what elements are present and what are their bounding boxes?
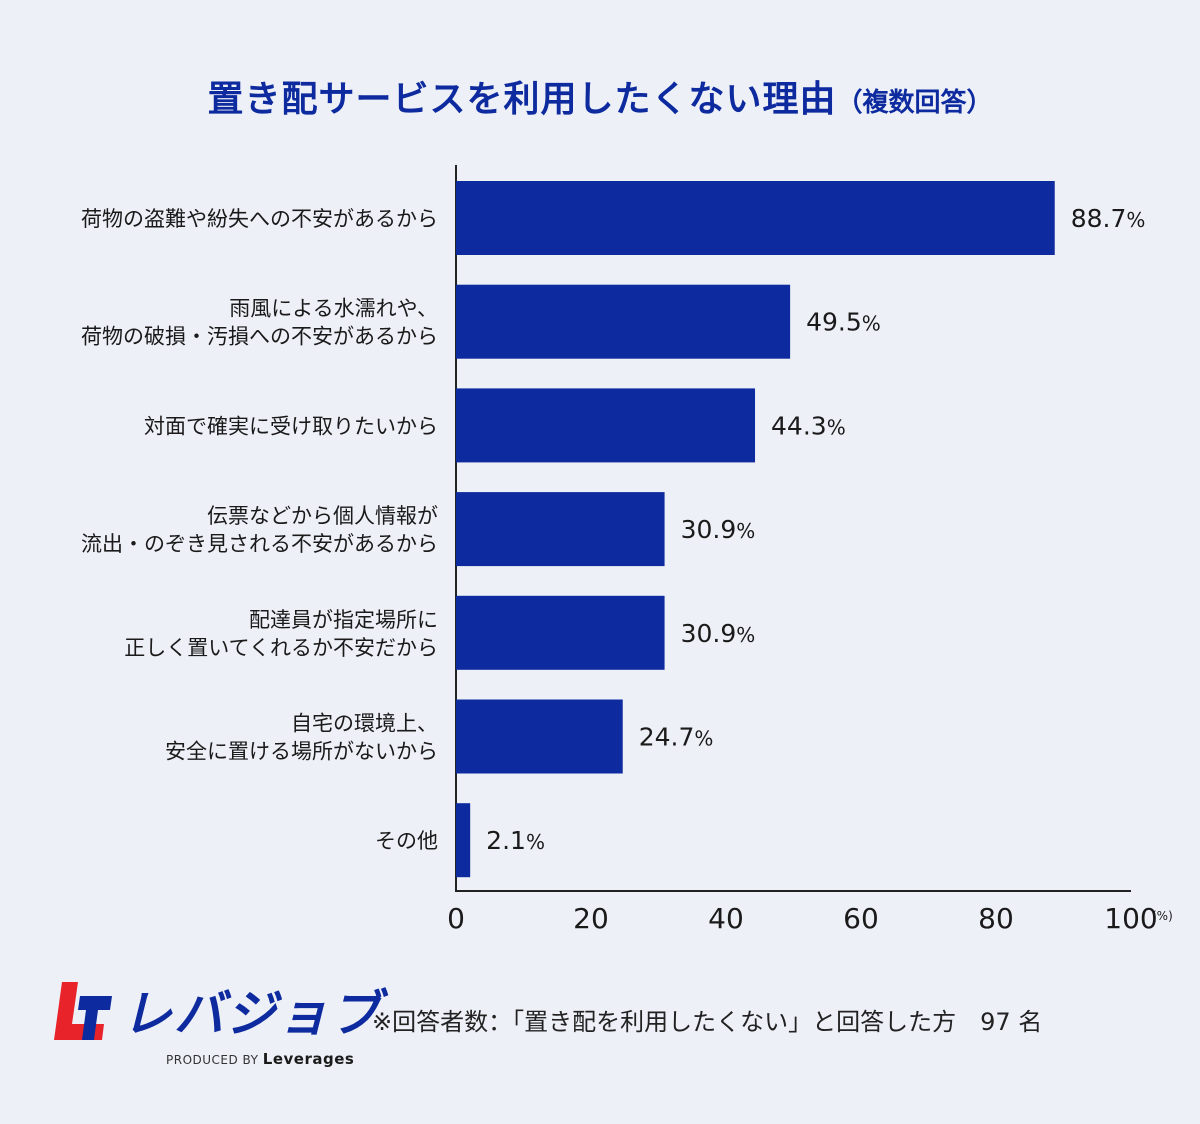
x-tick-label: 0	[447, 902, 465, 935]
x-tick-label: 60	[843, 902, 879, 935]
category-label: 配達員が指定場所に正しく置いてくれるか不安だから	[124, 608, 438, 660]
category-label: 伝票などから個人情報が流出・のぞき見される不安があるから	[81, 504, 438, 556]
chart-title: 置き配サービスを利用したくない理由（複数回答）	[0, 70, 1200, 122]
category-label: その他	[375, 829, 438, 853]
logo-text: レバジョブ	[122, 985, 382, 1043]
x-tick-label: 100	[1104, 902, 1157, 935]
x-axis-unit: (%)	[1152, 909, 1173, 923]
chart-title-main: 置き配サービスを利用したくない理由	[207, 79, 837, 120]
category-label: 自宅の環境上、安全に置ける場所がないから	[165, 712, 438, 764]
value-label: 49.5%	[806, 308, 881, 337]
logo-produced-label: PRODUCED BY	[166, 1053, 259, 1067]
logo-brand: Leverages	[262, 1050, 355, 1068]
value-label: 44.3%	[771, 411, 846, 440]
logo-mark-icon	[54, 982, 112, 1040]
bar	[456, 284, 791, 359]
value-label: 30.9%	[681, 619, 756, 648]
footer: レバジョブ PRODUCED BY Leverages ※回答者数：「置き配を利…	[0, 960, 1200, 1080]
bar-chart: 88.7% 荷物の盗難や紛失への不安があるから 49.5% 雨風による水濡れや、荷物の…	[81, 165, 1173, 935]
chart-title-sub: （複数回答）	[836, 88, 993, 118]
value-label: 30.9%	[681, 515, 756, 544]
category-label: 荷物の盗難や紛失への不安があるから	[81, 207, 438, 231]
value-label: 88.7%	[1071, 204, 1146, 233]
x-tick-label: 20	[573, 902, 609, 935]
bar	[456, 492, 665, 567]
bar	[456, 388, 756, 463]
x-tick-label: 80	[978, 902, 1014, 935]
levajob-logo: レバジョブ PRODUCED BY Leverages	[52, 968, 380, 1068]
respondent-note: ※回答者数：「置き配を利用したくない」と回答した方 97 名	[372, 1008, 1043, 1036]
value-label: 2.1%	[486, 826, 545, 855]
bar	[456, 699, 623, 774]
bar	[456, 803, 471, 878]
category-label: 対面で確実に受け取りたいから	[144, 414, 438, 438]
category-label: 雨風による水濡れや、荷物の破損・汚損への不安があるから	[81, 297, 438, 349]
x-tick-label: 40	[708, 902, 744, 935]
bar	[456, 595, 665, 670]
logo-produced-by: PRODUCED BY Leverages	[166, 1050, 354, 1068]
bar	[456, 181, 1055, 255]
value-label: 24.7%	[639, 723, 714, 752]
